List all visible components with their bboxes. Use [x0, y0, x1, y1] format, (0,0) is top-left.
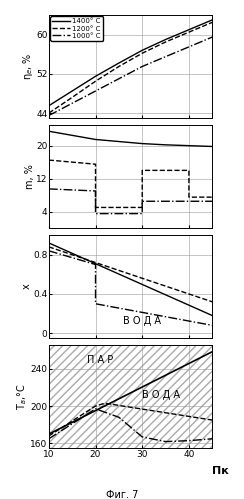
Text: Фиг. 7: Фиг. 7 — [106, 490, 138, 499]
Y-axis label: η$_е$, %: η$_е$, % — [20, 53, 35, 80]
Y-axis label: m, %: m, % — [25, 164, 35, 189]
Text: В О Д А: В О Д А — [123, 316, 161, 326]
Text: П А Р: П А Р — [87, 355, 113, 365]
Y-axis label: x: x — [22, 284, 32, 289]
Text: В О Д А: В О Д А — [142, 390, 180, 400]
Text: Пк: Пк — [212, 466, 229, 476]
Legend: 1400° C, 1200° C, 1000° C: 1400° C, 1200° C, 1000° C — [50, 16, 103, 40]
Y-axis label: Т$_в$,°С: Т$_в$,°С — [15, 383, 29, 410]
